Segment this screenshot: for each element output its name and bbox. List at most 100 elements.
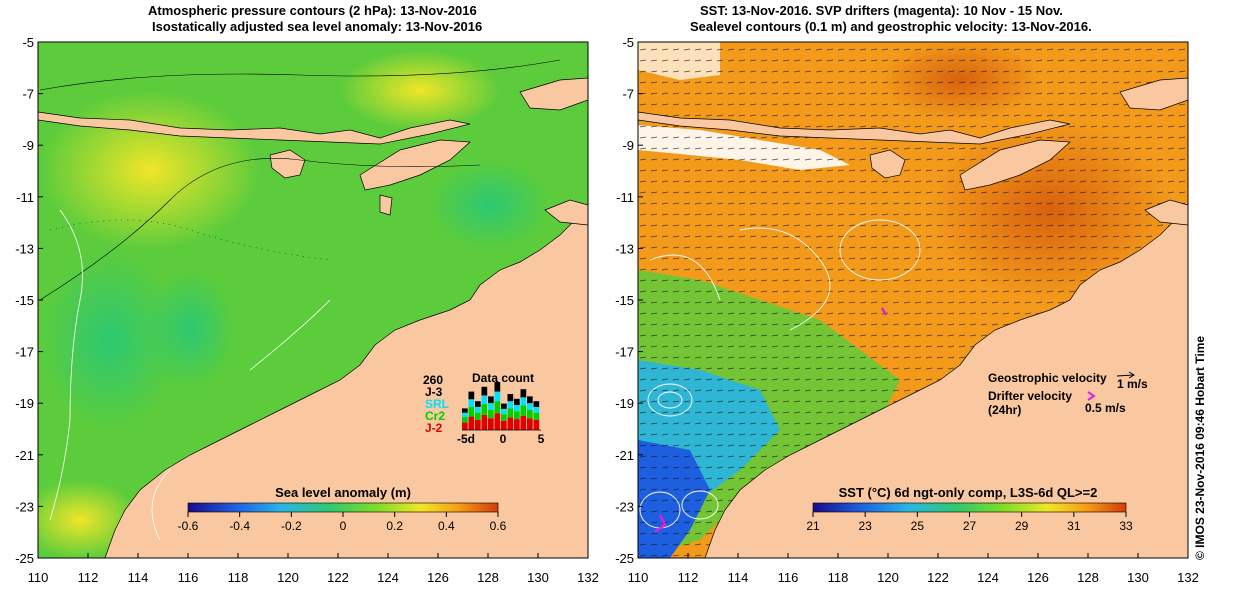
australia-landmass: [704, 209, 1188, 558]
x-tick-label: 118: [828, 570, 849, 585]
right-colorbar-title: SST (°C) 6d ngt-only comp, L3S-6d QL>=2: [839, 485, 1098, 500]
data-count-bar-segment: [462, 417, 468, 423]
left-colorbar-bar: [187, 502, 499, 513]
colorbar-tick-label: -0.6: [178, 519, 199, 533]
satellite-label-cr2: Cr2: [425, 409, 445, 423]
y-tick-label: -17: [15, 345, 34, 360]
data-count-bar-segment: [462, 408, 468, 413]
sea-level-contour: [647, 383, 693, 417]
sea-level-contour: [839, 219, 921, 281]
data-count-bar-segment: [475, 419, 481, 430]
sea-level-contour: [681, 490, 719, 520]
data-count-bar-segment: [468, 391, 475, 400]
data-count-bar-segment: [514, 405, 520, 412]
y-tick-label: -13: [15, 241, 34, 256]
colorbar-tick-label: 21: [806, 519, 820, 533]
data-count-bar-segment: [514, 398, 520, 406]
data-count-bar-segment: [501, 403, 507, 409]
colorbar-tick-label: 27: [963, 519, 977, 533]
y-tick-label: -25: [615, 551, 634, 566]
geostrophic-velocity-label: Geostrophic velocity: [988, 371, 1107, 385]
drifter-track: [654, 514, 667, 534]
data-count-bars: [462, 382, 540, 430]
data-count-bar-segment: [507, 417, 514, 430]
data-count-bar-segment: [507, 394, 514, 402]
x-tick-label: 124: [977, 570, 999, 585]
y-tick-label: -13: [615, 241, 634, 256]
x-tick-label: 112: [678, 570, 699, 585]
y-tick-label: -19: [615, 396, 634, 411]
axis-ticks: 110 112 114 116 118 120 122 124 126 128 130 132 -5 -7…: [15, 35, 1199, 585]
x-tick-label: 132: [577, 570, 599, 585]
y-tick-label: -7: [22, 87, 34, 102]
data-count-tick: 0: [500, 432, 507, 446]
left-title-line1: Atmospheric pressure contours (2 hPa): 1…: [148, 3, 477, 18]
left-title-line2: Isostatically adjusted sea level anomaly…: [152, 19, 483, 34]
data-count-bar-segment: [533, 401, 540, 407]
data-count-bar-segment: [494, 401, 501, 414]
lesser-sunda-islands: [638, 111, 1071, 145]
rote-island: [379, 194, 393, 216]
data-count-bar-segment: [527, 409, 533, 419]
data-count-title: Data count: [472, 371, 534, 385]
x-tick-label: 124: [377, 570, 399, 585]
colorbar-tick-label: 0.6: [490, 519, 507, 533]
y-tick-label: -9: [622, 138, 634, 153]
x-tick-label: 118: [228, 570, 249, 585]
left-high-anomaly: [340, 50, 500, 130]
satellite-label-j3: J-3: [425, 385, 443, 399]
data-count-bar-segment: [481, 414, 488, 430]
x-tick-label: 116: [178, 570, 199, 585]
data-count-tick: -5d: [457, 432, 475, 446]
colorbar-tick-label: 31: [1067, 519, 1081, 533]
left-low-anomaly: [40, 250, 180, 430]
data-count-tick: 5: [538, 432, 545, 446]
colorbar-tick-label: 0: [340, 519, 347, 533]
x-tick-label: 122: [327, 570, 349, 585]
left-map: [38, 42, 588, 558]
colorbar-tick-label: 23: [858, 519, 872, 533]
x-tick-label: 116: [778, 570, 799, 585]
sea-level-contour: [151, 469, 171, 541]
data-count-bar-segment: [514, 419, 520, 430]
sumba-island: [869, 149, 906, 179]
data-count-bar-segment: [527, 403, 533, 410]
left-high-anomaly: [40, 90, 260, 250]
y-tick-label: -21: [615, 448, 634, 463]
y-tick-label: -5: [22, 35, 34, 50]
y-tick-label: -7: [622, 87, 634, 102]
pressure-contour: [39, 158, 481, 301]
right-title-line2: Sealevel contours (0.1 m) and geostrophi…: [690, 19, 1092, 34]
x-tick-label: 130: [527, 570, 549, 585]
x-tick-label: 110: [628, 570, 649, 585]
data-count-bar-segment: [520, 405, 527, 416]
satellite-label-j2: J-2: [425, 421, 443, 435]
x-tick-label: 126: [427, 570, 449, 585]
right-title-line1: SST: 13-Nov-2016. SVP drifters (magenta)…: [700, 3, 1063, 18]
timor-island: [959, 139, 1071, 191]
data-count-bar-segment: [533, 406, 540, 413]
drifter-scale-arrow: [1087, 391, 1096, 401]
left-low-anomaly: [430, 160, 550, 250]
data-count-bar-segment: [468, 399, 475, 407]
x-tick-label: 132: [1177, 570, 1199, 585]
colorbar-tick-label: -0.4: [229, 519, 250, 533]
data-count-bar-segment: [488, 418, 494, 430]
colorbar-tick-label: -0.2: [281, 519, 302, 533]
colorbar-tick-label: 25: [911, 519, 925, 533]
pressure-contour: [39, 59, 561, 91]
sea-level-contour: [249, 299, 331, 371]
eastern-islands: [519, 77, 588, 111]
sea-level-contour: [49, 209, 83, 521]
data-count-bar-segment: [475, 401, 481, 407]
x-tick-label: 110: [28, 570, 49, 585]
timor-island: [359, 139, 471, 191]
data-count-bar-segment: [462, 412, 468, 418]
y-tick-label: -9: [22, 138, 34, 153]
right-colorbar: SST (°C) 6d ngt-only comp, L3S-6d QL>=2 …: [806, 485, 1133, 533]
credit-text: © IMOS 23-Nov-2016 09:46 Hobart Time: [1193, 335, 1207, 560]
y-tick-label: -15: [615, 293, 634, 308]
x-tick-label: 114: [728, 570, 749, 585]
data-count-bar-segment: [481, 395, 488, 405]
